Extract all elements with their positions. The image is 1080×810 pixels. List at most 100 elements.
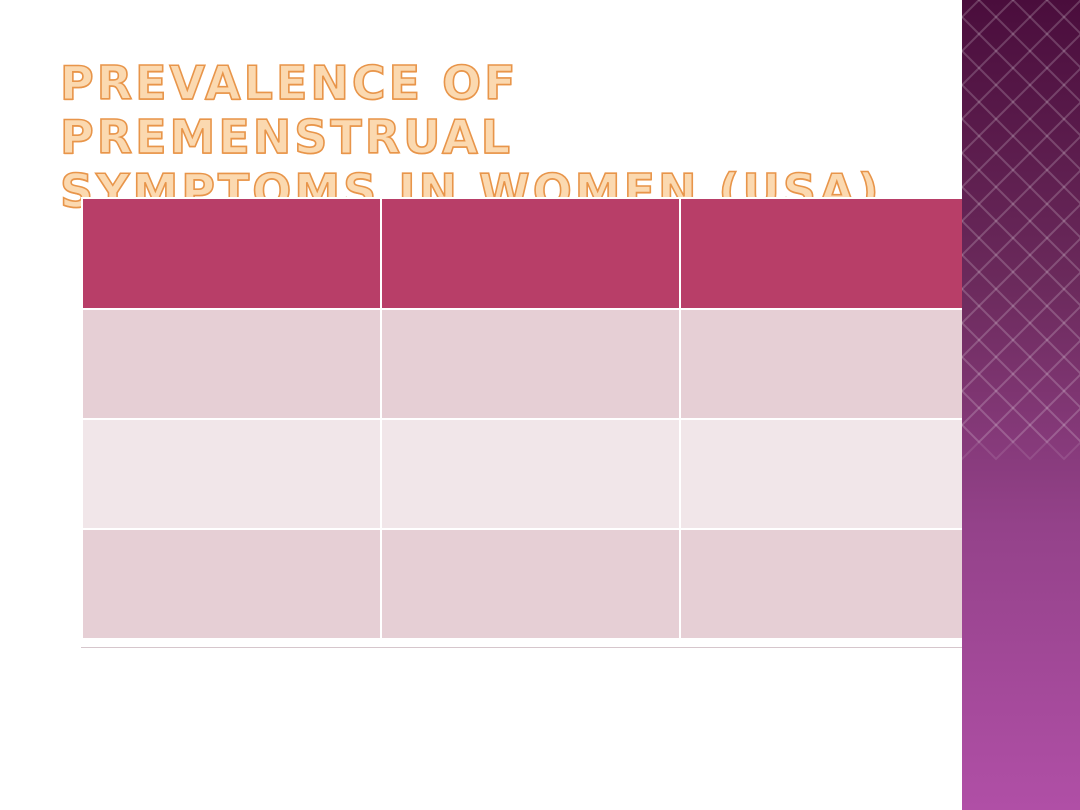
- diamond-shape: [1028, 100, 1066, 138]
- diamond-shape: [962, 66, 998, 104]
- table-cell: [380, 308, 681, 420]
- diamond-shape: [1011, 389, 1049, 427]
- table-row: [81, 308, 980, 420]
- diamond-shape: [962, 423, 981, 461]
- diamond-shape: [994, 236, 1032, 274]
- diamond-shape: [962, 134, 998, 172]
- diamond-shape: [962, 151, 981, 189]
- diamond-shape: [977, 0, 1015, 19]
- diamond-shape: [962, 117, 981, 155]
- diamond-shape: [977, 49, 1015, 87]
- diamond-shape: [962, 372, 998, 410]
- diamond-shape: [1011, 151, 1049, 189]
- diamond-shape: [1045, 185, 1080, 223]
- table-cell: [679, 418, 980, 530]
- diamond-shape: [962, 304, 998, 342]
- diamond-shape: [1045, 151, 1080, 189]
- diamond-shape: [1045, 355, 1080, 393]
- header-cell: [81, 197, 382, 310]
- diamond-shape: [1045, 389, 1080, 427]
- diamond-shape: [994, 66, 1032, 104]
- diamond-shape: [962, 0, 998, 36]
- diamond-shape: [962, 389, 981, 427]
- diamond-shape: [994, 304, 1032, 342]
- diamond-shape: [1062, 271, 1080, 307]
- diamond-shape: [1045, 0, 1080, 19]
- diamond-shape: [1062, 373, 1080, 409]
- diamond-shape: [994, 134, 1032, 172]
- diamond-shape: [962, 236, 998, 274]
- diamond-shape: [962, 100, 998, 138]
- table-cell: [380, 418, 681, 530]
- diamond-shape: [962, 253, 981, 291]
- diamond-shape: [994, 0, 1032, 36]
- diamond-shape: [994, 372, 1032, 410]
- title-line-1: Prevalence of premenstrual: [59, 55, 519, 165]
- diamond-shape: [962, 270, 998, 308]
- diamond-pattern: [962, 0, 1080, 461]
- diamond-shape: [962, 202, 998, 240]
- diamond-shape: [1062, 407, 1080, 443]
- diamond-shape: [1028, 202, 1066, 240]
- diamond-shape: [977, 117, 1015, 155]
- diamond-shape: [1045, 253, 1080, 291]
- diamond-shape: [962, 338, 998, 376]
- table-row: [81, 528, 980, 640]
- diamond-shape: [1045, 287, 1080, 325]
- diamond-shape: [1062, 33, 1080, 69]
- diamond-shape: [1045, 117, 1080, 155]
- diamond-shape: [977, 253, 1015, 291]
- diamond-shape: [994, 202, 1032, 240]
- decorative-side-band: [962, 0, 1080, 810]
- diamond-shape: [977, 219, 1015, 257]
- diamond-shape: [1062, 67, 1080, 103]
- diamond-shape: [1028, 32, 1066, 70]
- diamond-shape: [1011, 423, 1049, 461]
- diamond-shape: [962, 49, 981, 87]
- table-header-row: [81, 197, 980, 310]
- diamond-shape: [1011, 117, 1049, 155]
- diamond-shape: [962, 219, 981, 257]
- diamond-shape: [1045, 219, 1080, 257]
- header-cell: [380, 197, 681, 310]
- diamond-shape: [962, 321, 981, 359]
- diamond-shape: [1028, 0, 1066, 36]
- diamond-shape: [1028, 236, 1066, 274]
- diamond-shape: [962, 32, 998, 70]
- diamond-shape: [1011, 83, 1049, 121]
- diamond-shape: [1028, 270, 1066, 308]
- diamond-shape: [1011, 49, 1049, 87]
- diamond-shape: [962, 185, 981, 223]
- diamond-shape: [994, 32, 1032, 70]
- diamond-shape: [994, 168, 1032, 206]
- diamond-shape: [1062, 203, 1080, 239]
- diamond-shape: [1062, 339, 1080, 375]
- diamond-shape: [977, 151, 1015, 189]
- diamond-shape: [994, 100, 1032, 138]
- table-cell: [679, 308, 980, 420]
- table-cell: [81, 308, 382, 420]
- diamond-shape: [994, 270, 1032, 308]
- diamond-shape: [1028, 406, 1066, 444]
- diamond-shape: [1062, 135, 1080, 171]
- diamond-shape: [1028, 304, 1066, 342]
- diamond-shape: [977, 321, 1015, 359]
- table-cell: [679, 528, 980, 640]
- diamond-shape: [977, 355, 1015, 393]
- diamond-shape: [1045, 321, 1080, 359]
- diamond-shape: [1011, 355, 1049, 393]
- table-cell: [81, 418, 382, 530]
- diamond-shape: [1011, 15, 1049, 53]
- table-cell: [380, 528, 681, 640]
- diamond-shape: [1011, 0, 1049, 19]
- diamond-shape: [962, 287, 981, 325]
- diamond-shape: [1028, 66, 1066, 104]
- diamond-shape: [1062, 169, 1080, 205]
- table-row: [81, 418, 980, 530]
- diamond-shape: [1045, 15, 1080, 53]
- diamond-shape: [1045, 83, 1080, 121]
- table-cell: [81, 528, 382, 640]
- diamond-shape: [962, 15, 981, 53]
- diamond-shape: [1011, 253, 1049, 291]
